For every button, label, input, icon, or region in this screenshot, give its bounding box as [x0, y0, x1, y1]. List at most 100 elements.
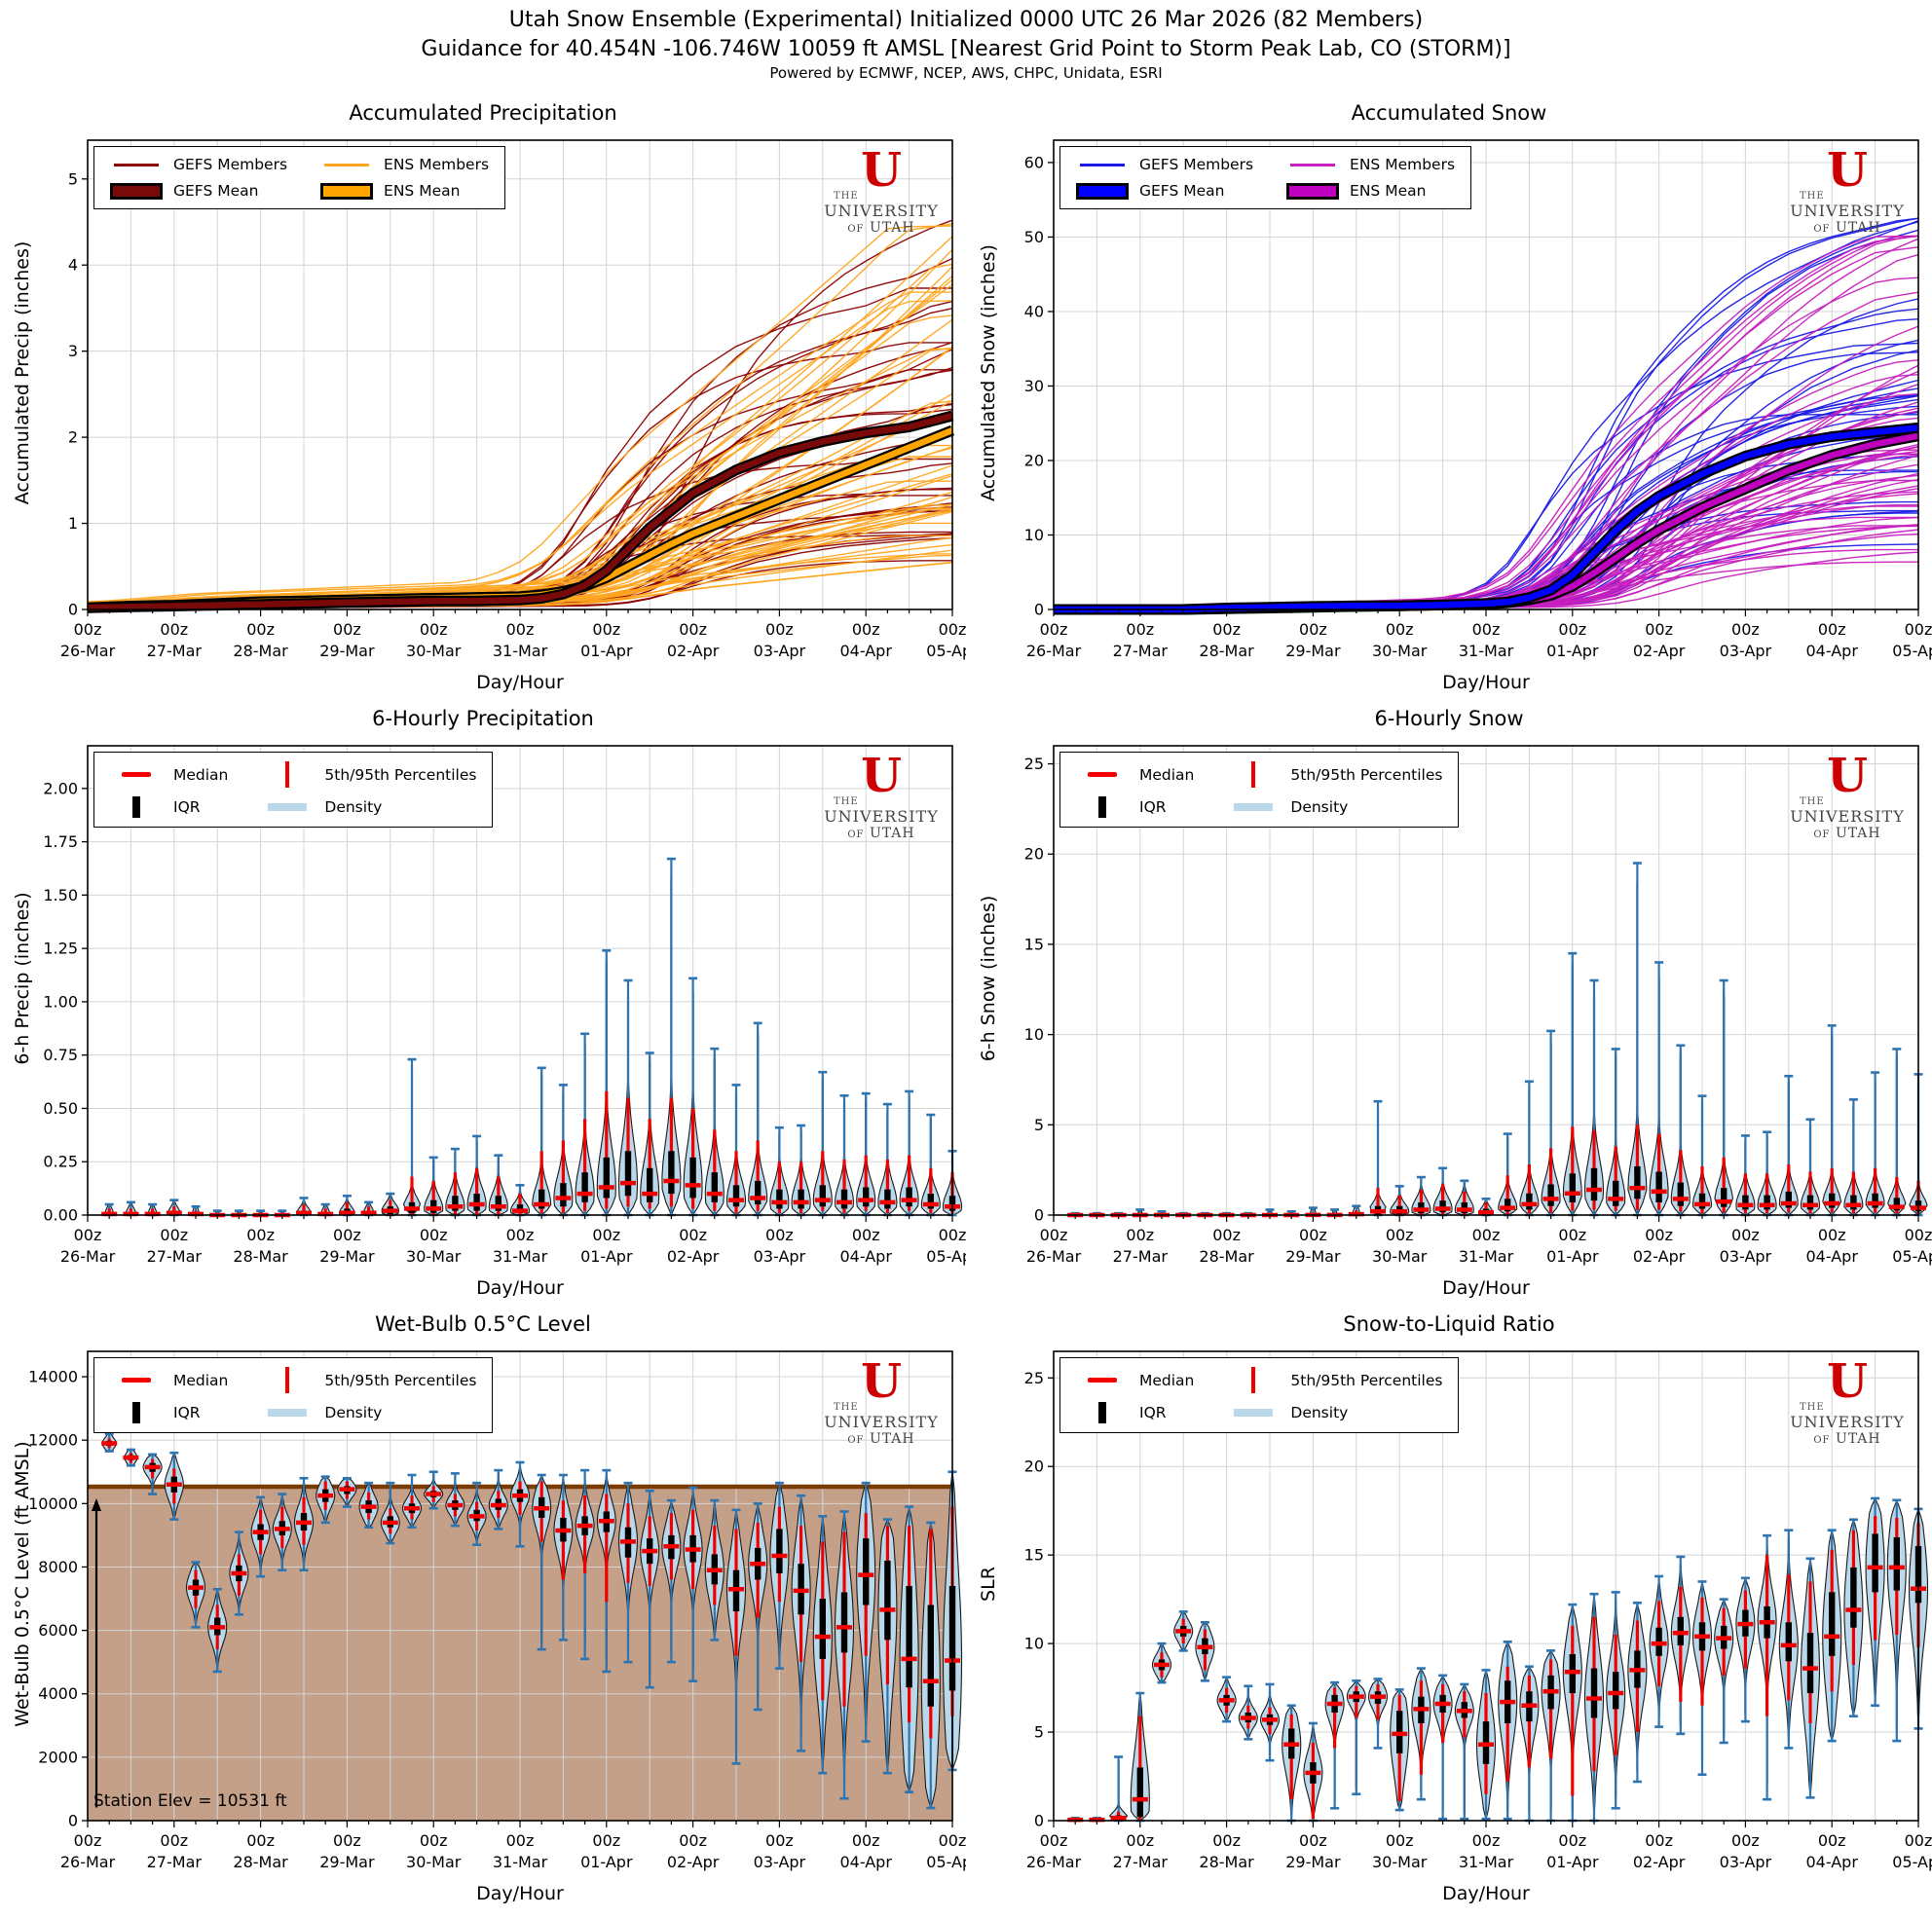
svg-text:00z: 00z	[592, 1831, 620, 1850]
chart-snow-to-liquid-ratio: Snow-to-Liquid Ratio 0 5 10 15 20 25 00z 26-Mar…	[966, 1310, 1932, 1916]
svg-text:27-Mar: 27-Mar	[147, 642, 203, 660]
svg-text:01-Apr: 01-Apr	[1546, 1247, 1599, 1266]
legend-item-ens-members: ENS Members	[1286, 156, 1455, 173]
svg-text:00z: 00z	[1386, 1831, 1414, 1850]
svg-text:0: 0	[68, 1812, 78, 1830]
legend-swatch-median-icon	[1088, 772, 1117, 777]
svg-text:25: 25	[1024, 1369, 1044, 1387]
svg-text:00z: 00z	[1731, 1226, 1760, 1244]
svg-text:02-Apr: 02-Apr	[667, 1853, 720, 1871]
legend-label: Median	[1139, 1371, 1195, 1389]
svg-text:28-Mar: 28-Mar	[233, 1853, 288, 1871]
svg-text:1.75: 1.75	[43, 832, 78, 851]
iqr-bar	[1136, 1767, 1143, 1818]
chart-title: 6-Hourly Snow	[1374, 707, 1524, 730]
svg-text:00z: 00z	[1558, 620, 1586, 639]
svg-text:01-Apr: 01-Apr	[580, 1247, 633, 1266]
legend-item-gefs-mean: GEFS Mean	[1076, 182, 1253, 200]
svg-text:00z: 00z	[679, 1226, 707, 1244]
legend-label: Density	[1290, 1404, 1349, 1421]
svg-text:05-Apr: 05-Apr	[926, 642, 966, 660]
svg-text:00z: 00z	[939, 1226, 966, 1244]
svg-text:00z: 00z	[679, 1831, 707, 1850]
iqr-bar	[1569, 1173, 1576, 1203]
svg-text:00z: 00z	[506, 620, 535, 639]
legend-swatch-line-icon	[1290, 163, 1336, 166]
svg-text:31-Mar: 31-Mar	[1459, 642, 1514, 660]
page-header: Utah Snow Ensemble (Experimental) Initia…	[0, 0, 1932, 99]
main-title: Utah Snow Ensemble (Experimental) Initia…	[508, 8, 1424, 32]
svg-text:27-Mar: 27-Mar	[147, 1247, 203, 1266]
svg-text:0: 0	[1034, 601, 1044, 619]
svg-text:26-Mar: 26-Mar	[1026, 642, 1082, 660]
svg-text:00z: 00z	[1299, 620, 1327, 639]
svg-text:00z: 00z	[1386, 620, 1414, 639]
legend-label: GEFS Mean	[1139, 182, 1225, 200]
sub-title: Guidance for 40.454N -106.746W 10059 ft …	[421, 37, 1511, 61]
svg-text:00z: 00z	[246, 1831, 275, 1850]
iqr-bar	[1764, 1195, 1770, 1210]
iqr-bar	[927, 1604, 934, 1707]
svg-text:00z: 00z	[160, 1831, 188, 1850]
svg-text:31-Mar: 31-Mar	[493, 642, 548, 660]
iqr-bar	[906, 1187, 912, 1207]
svg-text:1: 1	[68, 514, 78, 533]
svg-text:10: 10	[1024, 1025, 1044, 1044]
iqr-bar	[581, 1172, 588, 1202]
legend-label: ENS Members	[384, 156, 490, 173]
legend-item-5th-95th-percentiles: 5th/95th Percentiles	[261, 761, 476, 788]
svg-text:00z: 00z	[1299, 1226, 1327, 1244]
svg-text:00z: 00z	[1558, 1831, 1586, 1850]
svg-text:00z: 00z	[1212, 1831, 1241, 1850]
svg-text:30: 30	[1024, 377, 1044, 395]
legend-swatch-band-icon	[1076, 182, 1129, 200]
svg-text:30-Mar: 30-Mar	[1372, 1247, 1428, 1266]
legend-item-gefs-members: GEFS Members	[110, 156, 287, 173]
svg-text:00z: 00z	[1386, 1226, 1414, 1244]
legend-item-median: Median	[110, 1367, 228, 1393]
svg-text:0.25: 0.25	[43, 1153, 78, 1171]
legend-swatch-band-icon	[320, 182, 374, 200]
legend-item-5th-95th-percentiles: 5th/95th Percentiles	[1227, 1367, 1442, 1393]
svg-text:00z: 00z	[765, 1226, 794, 1244]
legend-label: ENS Mean	[384, 182, 461, 200]
svg-text:00z: 00z	[852, 1831, 880, 1850]
svg-text:04-Apr: 04-Apr	[1805, 642, 1858, 660]
legend: Median 5th/95th Percentiles IQR Density	[93, 752, 494, 828]
legend-item-gefs-mean: GEFS Mean	[110, 182, 287, 200]
legend: Median 5th/95th Percentiles IQR Density	[93, 1357, 494, 1433]
svg-text:14000: 14000	[28, 1368, 78, 1386]
svg-text:5: 5	[1034, 1723, 1044, 1742]
svg-text:02-Apr: 02-Apr	[1633, 1247, 1686, 1266]
iqr-bar	[819, 1185, 826, 1207]
iqr-bar	[732, 1185, 740, 1207]
svg-text:28-Mar: 28-Mar	[1199, 642, 1254, 660]
iqr-bar	[1806, 1633, 1814, 1694]
legend: GEFS Members ENS Members GEFS Mean ENS Mean	[1059, 146, 1472, 209]
svg-text:29-Mar: 29-Mar	[1285, 1247, 1341, 1266]
svg-text:00z: 00z	[1040, 1226, 1068, 1244]
svg-text:00z: 00z	[939, 1831, 966, 1850]
iqr-bar	[840, 1189, 848, 1209]
svg-text:00z: 00z	[160, 1226, 188, 1244]
legend-swatch-density-icon	[268, 803, 308, 811]
legend-label: 5th/95th Percentiles	[324, 765, 477, 784]
iqr-bar	[798, 1189, 804, 1209]
svg-text:31-Mar: 31-Mar	[1459, 1853, 1514, 1871]
svg-text:00z: 00z	[333, 620, 361, 639]
svg-text:00z: 00z	[333, 1226, 361, 1244]
chart-title: Accumulated Precipitation	[349, 101, 617, 125]
svg-text:0: 0	[68, 601, 78, 619]
legend-swatch-pct-icon	[285, 1367, 290, 1393]
iqr-bar	[1439, 1200, 1446, 1213]
svg-text:00z: 00z	[765, 1831, 794, 1850]
legend-item-ens-mean: ENS Mean	[1286, 182, 1455, 200]
legend-swatch-iqr-icon	[1098, 796, 1106, 818]
iqr-bar	[776, 1189, 783, 1209]
legend-swatch-median-icon	[1088, 1378, 1117, 1383]
svg-text:00z: 00z	[246, 1226, 275, 1244]
iqr-bar	[452, 1196, 459, 1211]
svg-text:0: 0	[1034, 1206, 1044, 1225]
svg-text:00z: 00z	[679, 620, 707, 639]
legend-swatch-pct-icon	[1251, 1367, 1256, 1393]
